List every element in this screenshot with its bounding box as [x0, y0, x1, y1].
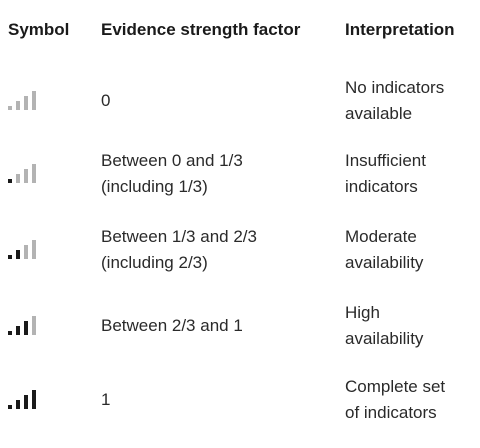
signal-bar	[32, 316, 36, 335]
signal-bar	[32, 164, 36, 183]
signal-bar	[8, 106, 12, 110]
signal-strength-3-of-4-icon	[8, 316, 36, 335]
factor-cell: Between 0 and 1/3 (including 1/3)	[101, 136, 336, 212]
table-row: Between 2/3 and 1 High availability	[0, 288, 480, 364]
interpretation-cell: Insufficient indicators	[345, 136, 477, 212]
signal-bar	[24, 395, 28, 409]
signal-bar	[8, 331, 12, 335]
signal-bar	[16, 400, 20, 409]
interpretation-text: Moderate availability	[345, 227, 424, 272]
signal-bar	[24, 96, 28, 110]
table-header: Symbol Evidence strength factor Interpre…	[0, 20, 480, 44]
symbol-cell	[8, 362, 48, 438]
factor-text: 0	[101, 91, 111, 110]
signal-bar	[8, 255, 12, 259]
factor-text: Between 0 and 1/3 (including 1/3)	[101, 151, 243, 196]
factor-text: 1	[101, 390, 111, 409]
interpretation-cell: No indicators available	[345, 63, 477, 139]
signal-strength-4-of-4-icon	[8, 390, 36, 409]
signal-bar	[24, 245, 28, 259]
symbol-cell	[8, 136, 48, 212]
interpretation-cell: High availability	[345, 288, 477, 364]
factor-cell: 0	[101, 63, 336, 139]
factor-cell: Between 1/3 and 2/3 (including 2/3)	[101, 212, 336, 288]
symbol-cell	[8, 63, 48, 139]
table-row: 0 No indicators available	[0, 63, 480, 139]
interpretation-text: Complete set of indicators	[345, 377, 446, 422]
interpretation-text: Insufficient indicators	[345, 151, 426, 196]
signal-bar	[32, 91, 36, 110]
signal-bar	[24, 169, 28, 183]
signal-strength-0-of-4-icon	[8, 91, 36, 110]
signal-bar	[8, 405, 12, 409]
interpretation-text: No indicators available	[345, 78, 445, 123]
factor-text: Between 2/3 and 1	[101, 316, 243, 335]
signal-bar	[16, 326, 20, 335]
interpretation-cell: Complete set of indicators	[345, 362, 477, 438]
table-row: Between 0 and 1/3 (including 1/3) Insuff…	[0, 136, 480, 212]
interpretation-cell: Moderate availability	[345, 212, 477, 288]
header-symbol: Symbol	[8, 20, 70, 39]
signal-strength-1-of-4-icon	[8, 164, 36, 183]
signal-bar	[32, 390, 36, 409]
header-evidence-strength-factor: Evidence strength factor	[101, 20, 301, 39]
signal-strength-2-of-4-icon	[8, 240, 36, 259]
symbol-cell	[8, 288, 48, 364]
interpretation-text: High availability	[345, 303, 424, 348]
table-row: Between 1/3 and 2/3 (including 2/3) Mode…	[0, 212, 480, 288]
factor-text: Between 1/3 and 2/3 (including 2/3)	[101, 227, 257, 272]
signal-bar	[32, 240, 36, 259]
signal-bar	[24, 321, 28, 335]
signal-bar	[16, 101, 20, 110]
table-row: 1 Complete set of indicators	[0, 362, 480, 438]
factor-cell: 1	[101, 362, 336, 438]
factor-cell: Between 2/3 and 1	[101, 288, 336, 364]
signal-bar	[8, 179, 12, 183]
header-interpretation: Interpretation	[345, 20, 455, 39]
symbol-cell	[8, 212, 48, 288]
signal-bar	[16, 174, 20, 183]
signal-bar	[16, 250, 20, 259]
